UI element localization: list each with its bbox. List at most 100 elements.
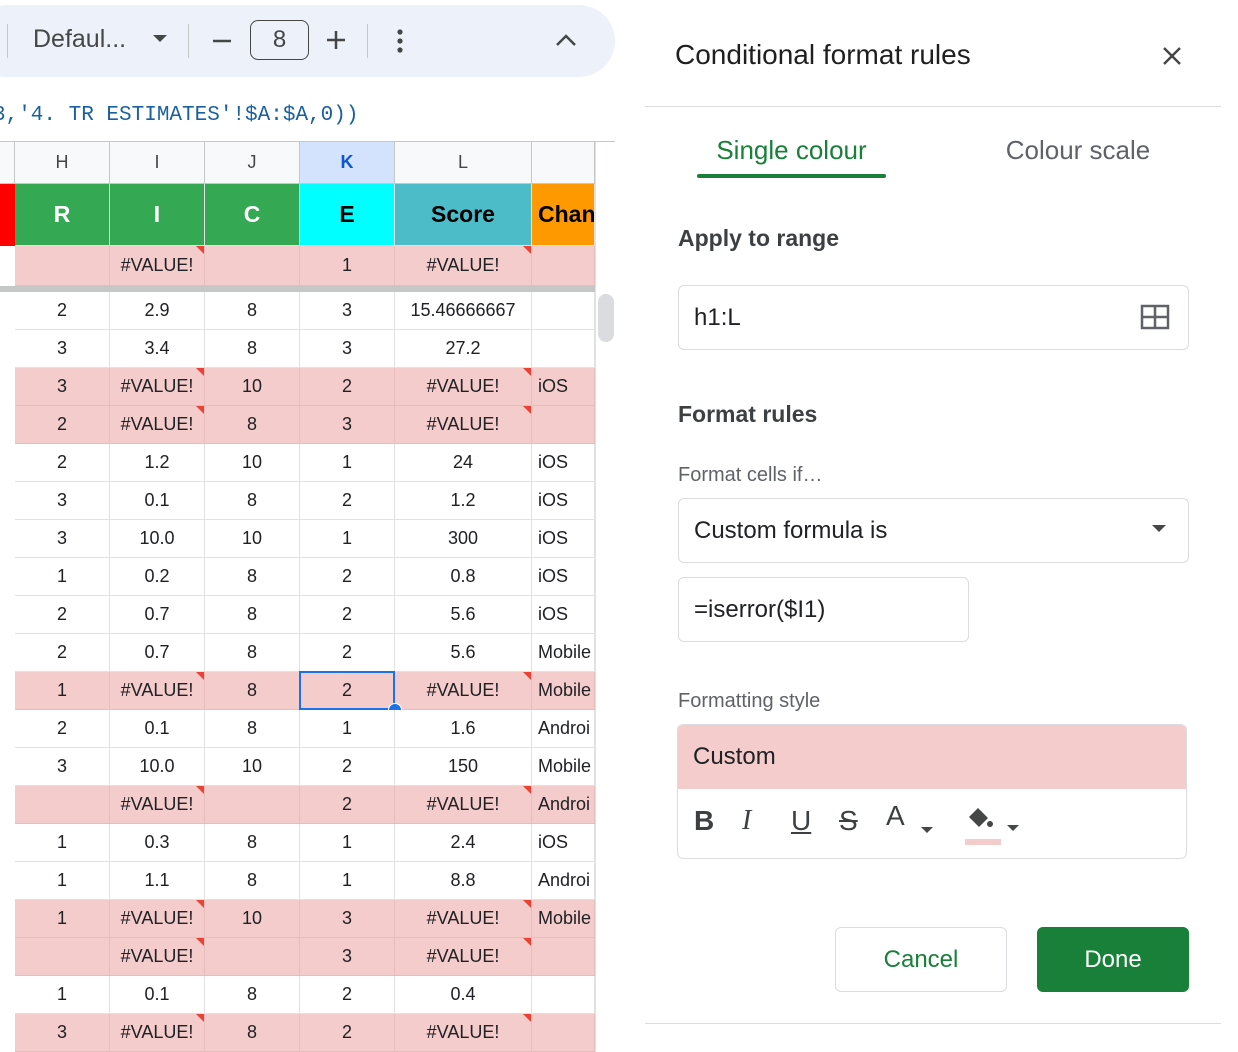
cell: 24 bbox=[395, 444, 532, 482]
cell: 1 bbox=[300, 444, 395, 482]
collapse[interactable] bbox=[554, 32, 578, 48]
cell: iOS bbox=[532, 482, 595, 520]
cell: iOS bbox=[532, 368, 595, 406]
field-label: Formatting style bbox=[678, 690, 821, 712]
error-indicator bbox=[523, 900, 531, 908]
cell: 2 bbox=[300, 482, 395, 520]
fill-color-tool[interactable] bbox=[963, 805, 1023, 847]
scrollbar-thumb[interactable] bbox=[598, 294, 614, 342]
cell: 3 bbox=[300, 900, 395, 938]
field-label: Format cells if… bbox=[678, 464, 823, 486]
cell: 0.3 bbox=[110, 824, 205, 862]
cell: 300 bbox=[395, 520, 532, 558]
cell: 8 bbox=[205, 710, 300, 748]
cell: 0.4 bbox=[395, 976, 532, 1014]
condition-select[interactable]: Custom formula is bbox=[678, 498, 1189, 563]
strikethrough-tool[interactable]: S bbox=[839, 805, 858, 836]
bold-tool[interactable]: B bbox=[694, 805, 715, 836]
cell: 10 bbox=[205, 520, 300, 558]
cell: #VALUE! bbox=[110, 406, 205, 444]
cell: 2 bbox=[300, 558, 395, 596]
decrease-font[interactable] bbox=[210, 30, 234, 54]
cell: 10 bbox=[205, 900, 300, 938]
divider bbox=[645, 106, 1221, 107]
cell: #VALUE! bbox=[395, 406, 532, 444]
error-indicator bbox=[196, 938, 204, 946]
increase-font[interactable] bbox=[324, 28, 348, 52]
toolbar bbox=[0, 5, 615, 77]
error-indicator bbox=[196, 406, 204, 414]
error-indicator bbox=[523, 786, 531, 794]
more-menu[interactable] bbox=[392, 28, 408, 54]
column-header bbox=[532, 142, 595, 184]
freeze-divider bbox=[0, 286, 595, 292]
column-header: K bbox=[300, 142, 395, 184]
cell: 3 bbox=[300, 330, 395, 368]
cell bbox=[532, 406, 595, 444]
cell: 8 bbox=[205, 330, 300, 368]
italic-tool[interactable]: I bbox=[742, 805, 752, 836]
font-select[interactable]: Defaul... bbox=[33, 25, 127, 53]
cell: 8 bbox=[205, 862, 300, 900]
style-preset[interactable]: Custom bbox=[678, 725, 1186, 789]
cell: Mobile bbox=[532, 672, 595, 710]
caret bbox=[921, 827, 933, 833]
cell: 1 bbox=[300, 520, 395, 558]
formula-bar[interactable]: 3,'4. TR ESTIMATES'!$A:$A,0)) bbox=[0, 104, 359, 127]
tab[interactable]: Colour scale bbox=[1005, 135, 1151, 165]
cell: 1 bbox=[300, 862, 395, 900]
cell: 2 bbox=[300, 596, 395, 634]
cell: 1 bbox=[15, 672, 110, 710]
cell: 5.6 bbox=[395, 634, 532, 672]
done-button[interactable]: Done bbox=[1037, 927, 1189, 992]
cell: Mobile bbox=[532, 748, 595, 786]
close-button[interactable] bbox=[1161, 45, 1183, 67]
cell: 1 bbox=[15, 558, 110, 596]
panel-title: Conditional format rules bbox=[675, 39, 971, 70]
cell: 8 bbox=[205, 596, 300, 634]
cell: 10 bbox=[205, 368, 300, 406]
cell: 0.2 bbox=[110, 558, 205, 596]
font-size[interactable]: 8 bbox=[250, 20, 309, 60]
cell bbox=[205, 786, 300, 824]
cell: #VALUE! bbox=[110, 368, 205, 406]
cell: 3 bbox=[300, 406, 395, 444]
text-color-tool[interactable]: A bbox=[886, 800, 905, 831]
tab[interactable]: Single colour bbox=[716, 135, 867, 165]
select-range-icon[interactable] bbox=[1140, 304, 1170, 330]
cell: 1 bbox=[15, 900, 110, 938]
cell: 0.1 bbox=[110, 710, 205, 748]
cell: iOS bbox=[532, 520, 595, 558]
condition-value: Custom formula is bbox=[694, 516, 888, 544]
cell: 2 bbox=[15, 444, 110, 482]
cell: #VALUE! bbox=[110, 672, 205, 710]
cell: 2 bbox=[15, 634, 110, 672]
caret bbox=[1152, 525, 1166, 532]
tab-indicator bbox=[697, 174, 886, 178]
cell: 27.2 bbox=[395, 330, 532, 368]
divider bbox=[367, 24, 368, 58]
cell: 1 bbox=[15, 824, 110, 862]
cell: Androi bbox=[532, 786, 595, 824]
cancel-button[interactable]: Cancel bbox=[835, 927, 1007, 992]
section-label: Apply to range bbox=[678, 225, 840, 251]
cell bbox=[15, 786, 110, 824]
error-indicator bbox=[196, 786, 204, 794]
formula-input[interactable]: =iserror($I1) bbox=[678, 577, 969, 642]
cell: Mobile bbox=[532, 634, 595, 672]
cell: 1 bbox=[15, 862, 110, 900]
cell: 0.1 bbox=[110, 976, 205, 1014]
cell: 2 bbox=[300, 976, 395, 1014]
cell: 8 bbox=[205, 824, 300, 862]
cell: 0.1 bbox=[110, 482, 205, 520]
cell: 2 bbox=[300, 368, 395, 406]
scrollbar-track bbox=[595, 142, 615, 1052]
range-input[interactable]: h1:L bbox=[678, 285, 1189, 350]
cell bbox=[205, 246, 300, 286]
cell: 8 bbox=[205, 482, 300, 520]
cell: Androi bbox=[532, 710, 595, 748]
cell: 2.9 bbox=[110, 292, 205, 330]
cell: 2 bbox=[15, 596, 110, 634]
header-cell: I bbox=[110, 184, 205, 246]
underline-tool[interactable]: U bbox=[791, 805, 812, 836]
